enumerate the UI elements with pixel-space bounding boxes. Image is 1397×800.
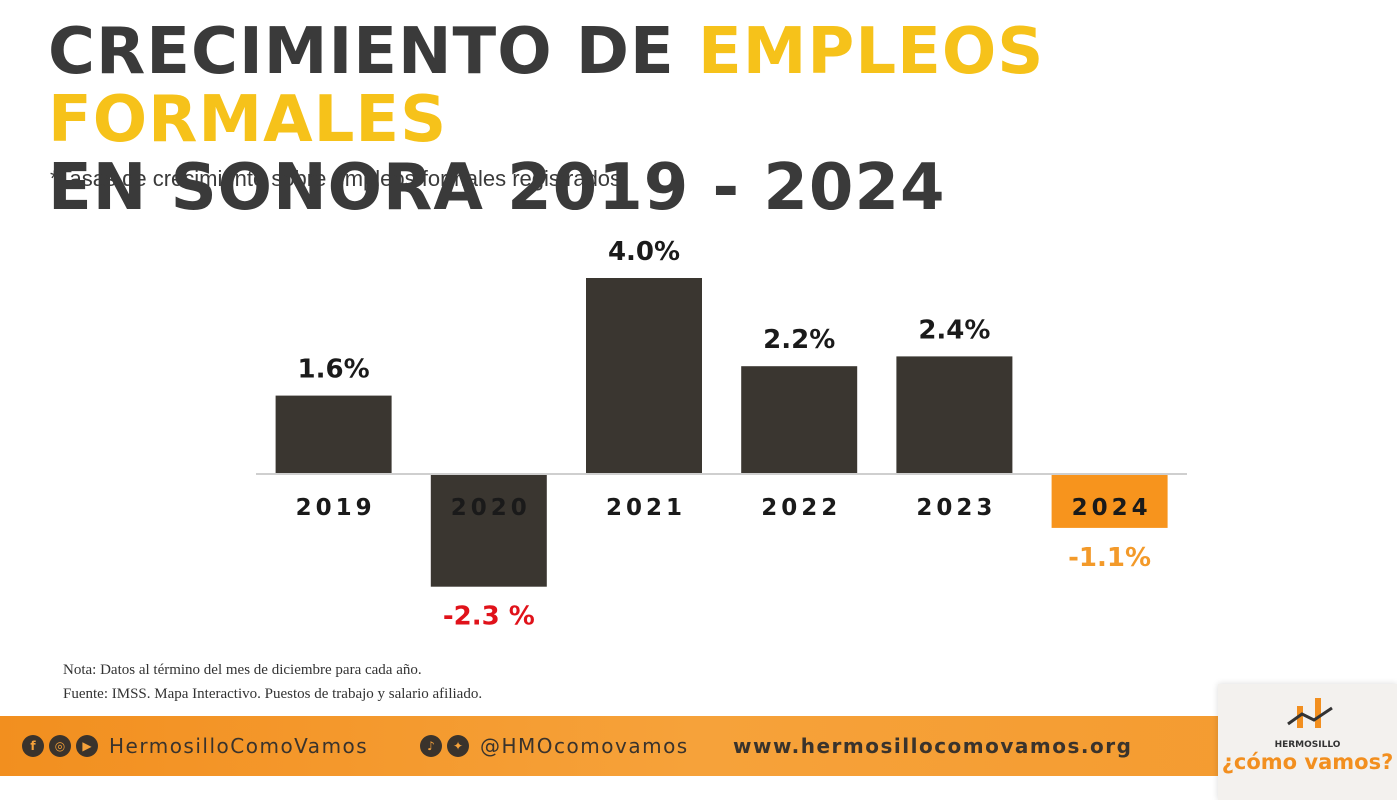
category-label-2022: 2022 (761, 495, 841, 521)
website-group: www.hermosillocomovamos.org (733, 716, 1132, 776)
website-link[interactable]: www.hermosillocomovamos.org (733, 734, 1133, 758)
youtube-icon[interactable]: ▶ (76, 735, 98, 757)
bar-2019 (275, 395, 392, 474)
instagram-icon[interactable]: ◎ (49, 735, 71, 757)
value-label-2020: -2.3 % (443, 602, 535, 632)
chart-subtitle: *Tasas de crecimiento sobre empleos form… (50, 166, 628, 191)
bar-2023 (896, 356, 1013, 474)
title-highlight: EMPLEOS FORMALES (48, 15, 1045, 157)
category-label-2020: 2020 (451, 495, 531, 521)
source-text: Fuente: IMSS. Mapa Interactivo. Puestos … (63, 686, 483, 702)
value-label-2022: 2.2% (763, 325, 835, 355)
bar-2024 (1051, 474, 1168, 528)
tiktok-icon[interactable]: ♪ (420, 735, 442, 757)
twitter-icon[interactable]: ✦ (447, 735, 469, 757)
facebook-icon[interactable]: f (22, 735, 44, 757)
category-label-2023: 2023 (916, 495, 996, 521)
social-handle-group-2: ♪ ✦ @HMOcomovamos (420, 716, 689, 776)
bar-2022 (741, 366, 858, 474)
logo-chart-icon (1287, 698, 1333, 728)
bar-chart: 1.6% 2019 -2.3 % 2020 4.0% 2021 2.2% 2022 2.4% 20… (256, 237, 1187, 632)
value-label-2021: 4.0% (608, 237, 680, 267)
value-label-2023: 2.4% (918, 315, 990, 345)
chart-title: CRECIMIENTO DE EMPLEOS FORMALES EN SONOR… (48, 18, 1397, 222)
category-label-2019: 2019 (296, 495, 376, 521)
social-handle-2[interactable]: @HMOcomovamos (480, 734, 689, 758)
bar-2020 (430, 474, 547, 587)
logo-top-text: HERMOSILLO (1274, 740, 1341, 750)
footer-bar: f ◎ ▶ HermosilloComoVamos ♪ ✦ @HMOcomova… (0, 716, 1397, 776)
category-label-2021: 2021 (606, 495, 686, 521)
note-text: Nota: Datos al término del mes de diciem… (63, 662, 422, 678)
category-label-2024: 2024 (1072, 495, 1152, 521)
title-part1: CRECIMIENTO DE (48, 15, 698, 89)
logo: HERMOSILLO ¿cómo vamos? (1218, 684, 1397, 800)
logo-bottom-text: ¿cómo vamos? (1221, 750, 1394, 774)
value-label-2024: -1.1% (1068, 543, 1151, 573)
bar-2021 (586, 278, 702, 474)
value-label-2019: 1.6% (298, 355, 370, 385)
title-line2: EN SONORA 2019 - 2024 (48, 151, 946, 225)
social-handle-1[interactable]: HermosilloComoVamos (109, 734, 369, 758)
social-handle-group-1: f ◎ ▶ HermosilloComoVamos (22, 716, 368, 776)
